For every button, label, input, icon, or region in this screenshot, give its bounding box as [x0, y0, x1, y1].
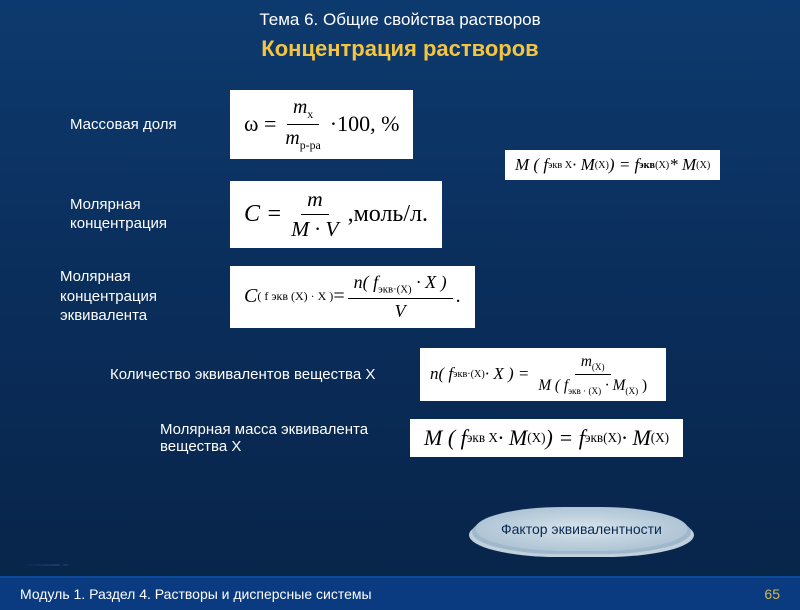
meqs-t3: ) = f	[609, 155, 639, 175]
neq-den-sub2: (X)	[625, 386, 638, 396]
meqb-s4: (X)	[651, 430, 669, 446]
omega-num: m	[293, 96, 307, 118]
topic-label: Тема 6. Общие свойства растворов	[0, 10, 800, 30]
label-n-eq: Количество эквивалентов вещества X	[110, 366, 410, 383]
omega-den-sub: р-ра	[300, 138, 321, 152]
omega-den: m	[285, 127, 299, 149]
label-meq: Молярная масса эквивалента вещества X	[160, 421, 420, 455]
separator-line	[20, 564, 780, 566]
row-n-eq: Количество эквивалентов вещества X n( fэ…	[70, 348, 800, 401]
slide-title: Концентрация растворов	[0, 36, 800, 62]
formula-meq-side: M ( fэкв X · M(X) ) = fэкв(X) * M(X)	[505, 150, 720, 180]
neq-den-tail: · M	[601, 377, 625, 394]
neq-lhs-sub: экв·(X)	[453, 369, 485, 380]
row-meq: Молярная масса эквивалента вещества X M …	[70, 419, 800, 457]
label-mass-fraction: Массовая доля	[70, 115, 230, 135]
ceq-eq: =	[333, 285, 344, 308]
meqb-s2: (X)	[527, 430, 545, 446]
formula-ceq: C( f экв (X) · X ) = n( fэкв·(X) · X ) V…	[230, 266, 475, 328]
c-tail: ,моль/л.	[348, 201, 428, 228]
neq-num: m	[581, 353, 592, 370]
neq-num-sub: (X)	[592, 362, 605, 372]
meqs-s4: (X)	[696, 160, 710, 171]
meqb-s3: экв(X)	[585, 430, 622, 446]
footer-bar: Модуль 1. Раздел 4. Растворы и дисперсны…	[0, 576, 800, 610]
formula-neq: n( fэкв·(X) · X ) = m(X) M ( fэкв · (X) …	[420, 348, 666, 401]
meqs-s2: (X)	[595, 160, 609, 171]
ceq-num-sub: экв·(X)	[378, 284, 412, 296]
meqb-t2: · M	[498, 425, 527, 451]
neq-den-close: )	[638, 377, 647, 394]
ceq-num: n( f	[354, 272, 379, 292]
meqs-t1: M ( f	[515, 155, 548, 175]
omega-frac: mx mр-ра	[279, 96, 326, 153]
meqb-t4: · M	[621, 425, 650, 451]
neq-den: M ( f	[538, 377, 568, 394]
omega-num-sub: x	[307, 107, 313, 121]
meqs-t2: · M	[572, 155, 595, 175]
c-den: M · V	[285, 215, 344, 242]
ceq-den: V	[389, 299, 412, 322]
ceq-lhs-sub: ( f экв (X) · X )	[257, 289, 333, 304]
meqs-s1: экв X	[548, 160, 572, 171]
neq-frac: m(X) M ( fэкв · (X) · M(X) )	[532, 353, 653, 396]
cloud-callout: Фактор эквивалентности	[475, 507, 688, 551]
formula-omega: ω = mx mр-ра ·100, %	[230, 90, 413, 159]
omega-tail: ·100, %	[330, 111, 400, 137]
c-num: m	[301, 187, 329, 215]
meqs-s3b: (X)	[655, 160, 669, 171]
label-molar-eq: Молярная концентрация эквивалента	[60, 267, 230, 326]
neq-lhs: n( f	[430, 364, 453, 384]
meqs-s3: экв	[639, 160, 655, 171]
formula-c: C = m M · V ,моль/л.	[230, 181, 442, 248]
ceq-tail: .	[456, 285, 461, 308]
meqb-t1: M ( f	[424, 425, 467, 451]
formula-meq-big: M ( fэкв X · M(X) ) = fэкв(X) · M(X)	[410, 419, 683, 457]
meqb-s1: экв X	[467, 430, 498, 446]
label-molar: Молярная концентрация	[70, 195, 230, 234]
ceq-lhs: C	[244, 285, 257, 308]
row-mass-fraction: Массовая доля ω = mx mр-ра ·100, %	[70, 90, 800, 159]
ceq-num-tail: · X )	[412, 272, 447, 292]
c-lhs: C =	[244, 201, 282, 228]
neq-lhs-tail: · X ) =	[485, 364, 530, 384]
omega-lhs: ω =	[244, 111, 276, 137]
c-frac: m M · V	[285, 187, 344, 242]
row-molar-eq: Молярная концентрация эквивалента C( f э…	[60, 266, 800, 328]
meqb-t3: ) = f	[546, 425, 585, 451]
meqs-t4: * M	[669, 155, 696, 175]
ceq-frac: n( fэкв·(X) · X ) V	[348, 272, 453, 322]
row-molar: Молярная концентрация C = m M · V ,моль/…	[70, 181, 800, 248]
neq-den-sub: экв · (X)	[568, 386, 601, 396]
